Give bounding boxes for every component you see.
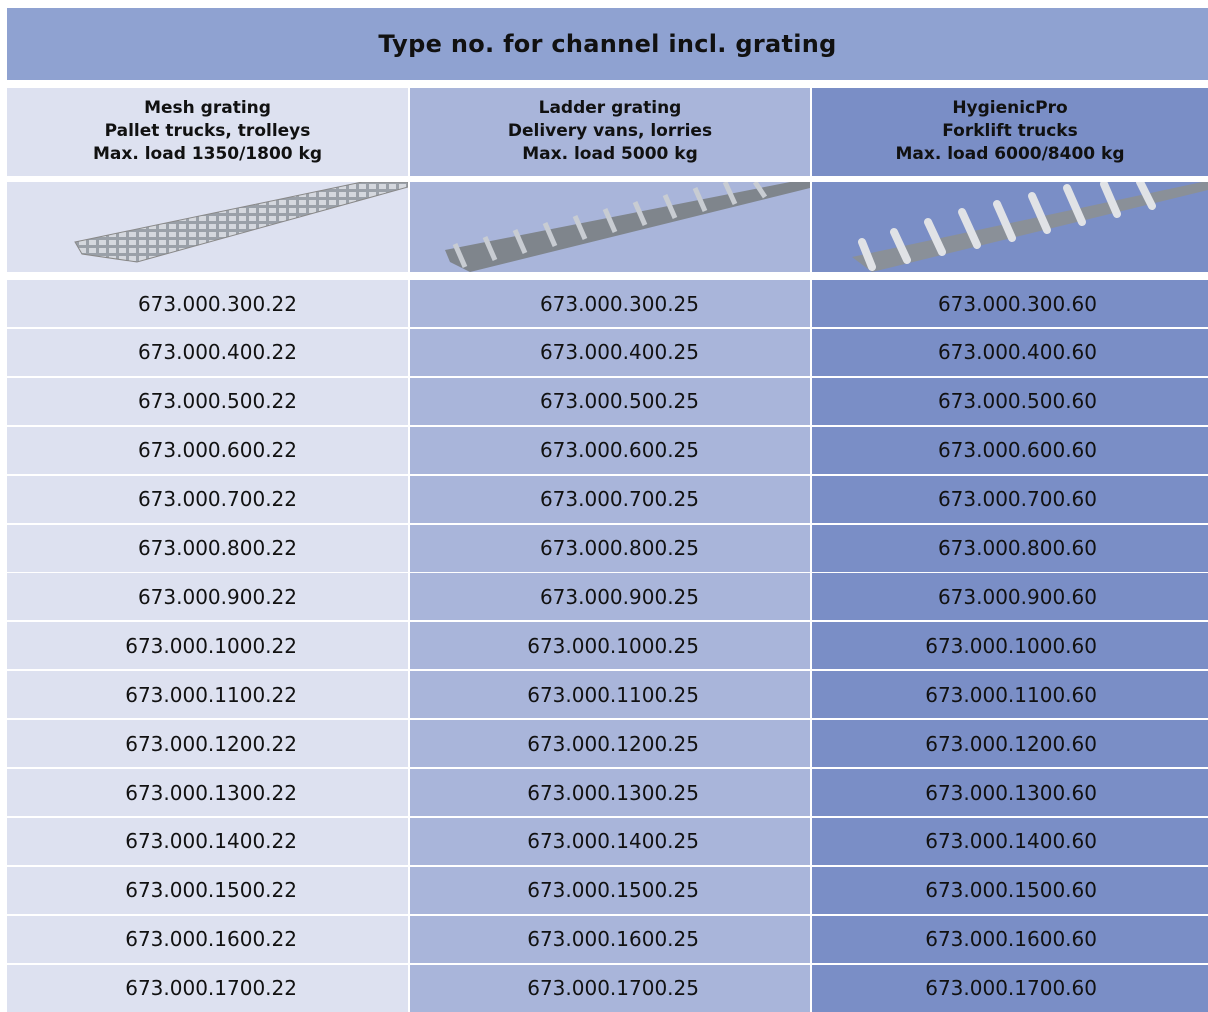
table-cell: 673.000.500.25 — [410, 378, 810, 425]
table-cell: 673.000.300.22 — [7, 280, 408, 327]
table-cell: 673.000.700.25 — [410, 476, 810, 523]
header-line: Forklift trucks — [812, 120, 1208, 143]
table-cell: 673.000.300.60 — [812, 280, 1208, 327]
table-cell: 673.000.1100.25 — [410, 671, 810, 718]
table-cell: 673.000.400.25 — [410, 329, 810, 376]
table-cell: 673.000.1300.60 — [812, 769, 1208, 816]
header-line: Max. load 1350/1800 kg — [7, 143, 408, 166]
table-title: Type no. for channel incl. grating — [7, 8, 1208, 80]
header-line: Ladder grating — [410, 97, 810, 120]
table-cell: 673.000.1600.25 — [410, 916, 810, 963]
hygienicpro-grating-image — [812, 182, 1208, 272]
table-cell: 673.000.900.22 — [7, 573, 408, 620]
mesh-grating-image — [7, 182, 408, 272]
table-cell: 673.000.1700.25 — [410, 965, 810, 1012]
table-cell: 673.000.700.60 — [812, 476, 1208, 523]
table-cell: 673.000.1500.25 — [410, 867, 810, 914]
table-cell: 673.000.300.25 — [410, 280, 810, 327]
header-line: Max. load 5000 kg — [410, 143, 810, 166]
table-cell: 673.000.1600.22 — [7, 916, 408, 963]
table-cell: 673.000.1300.25 — [410, 769, 810, 816]
table-cell: 673.000.800.60 — [812, 525, 1208, 572]
image-cell — [410, 182, 810, 272]
page: Type no. for channel incl. grating Mesh … — [0, 0, 1208, 1012]
table-cell: 673.000.1000.22 — [7, 622, 408, 669]
table-cell: 673.000.1100.22 — [7, 671, 408, 718]
table-cell: 673.000.1700.22 — [7, 965, 408, 1012]
table-cell: 673.000.1400.25 — [410, 818, 810, 865]
table-cell: 673.000.400.22 — [7, 329, 408, 376]
image-cell — [7, 182, 408, 272]
table-cell: 673.000.400.60 — [812, 329, 1208, 376]
table-cell: 673.000.900.25 — [410, 573, 810, 620]
table-cell: 673.000.1100.60 — [812, 671, 1208, 718]
table-cell: 673.000.1500.22 — [7, 867, 408, 914]
table-cell: 673.000.1200.25 — [410, 720, 810, 767]
table-cell: 673.000.500.22 — [7, 378, 408, 425]
table-cell: 673.000.1600.60 — [812, 916, 1208, 963]
table-cell: 673.000.1500.60 — [812, 867, 1208, 914]
table-cell: 673.000.800.22 — [7, 525, 408, 572]
table-cell: 673.000.800.25 — [410, 525, 810, 572]
table-cell: 673.000.900.60 — [812, 573, 1208, 620]
table-cell: 673.000.1000.25 — [410, 622, 810, 669]
table-cell: 673.000.600.60 — [812, 427, 1208, 474]
image-cell — [812, 182, 1208, 272]
table-cell: 673.000.1300.22 — [7, 769, 408, 816]
header-line: Pallet trucks, trolleys — [7, 120, 408, 143]
table-cell: 673.000.600.22 — [7, 427, 408, 474]
header-line: Delivery vans, lorries — [410, 120, 810, 143]
table-cell: 673.000.500.60 — [812, 378, 1208, 425]
ladder-grating-image — [410, 182, 810, 272]
table-cell: 673.000.1700.60 — [812, 965, 1208, 1012]
header-line: Max. load 6000/8400 kg — [812, 143, 1208, 166]
table-cell: 673.000.600.25 — [410, 427, 810, 474]
table-cell: 673.000.1200.60 — [812, 720, 1208, 767]
table-cell: 673.000.700.22 — [7, 476, 408, 523]
table-cell: 673.000.1400.60 — [812, 818, 1208, 865]
table-cell: 673.000.1400.22 — [7, 818, 408, 865]
header-line: HygienicPro — [812, 97, 1208, 120]
table-cell: 673.000.1000.60 — [812, 622, 1208, 669]
table-cell: 673.000.1200.22 — [7, 720, 408, 767]
header-line: Mesh grating — [7, 97, 408, 120]
